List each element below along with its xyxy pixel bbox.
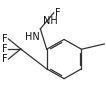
Text: F: F (2, 54, 7, 64)
Text: F: F (2, 34, 7, 44)
Text: F: F (2, 44, 7, 54)
Text: F: F (55, 8, 60, 18)
Text: NH: NH (43, 16, 58, 26)
Text: HN: HN (25, 32, 39, 42)
